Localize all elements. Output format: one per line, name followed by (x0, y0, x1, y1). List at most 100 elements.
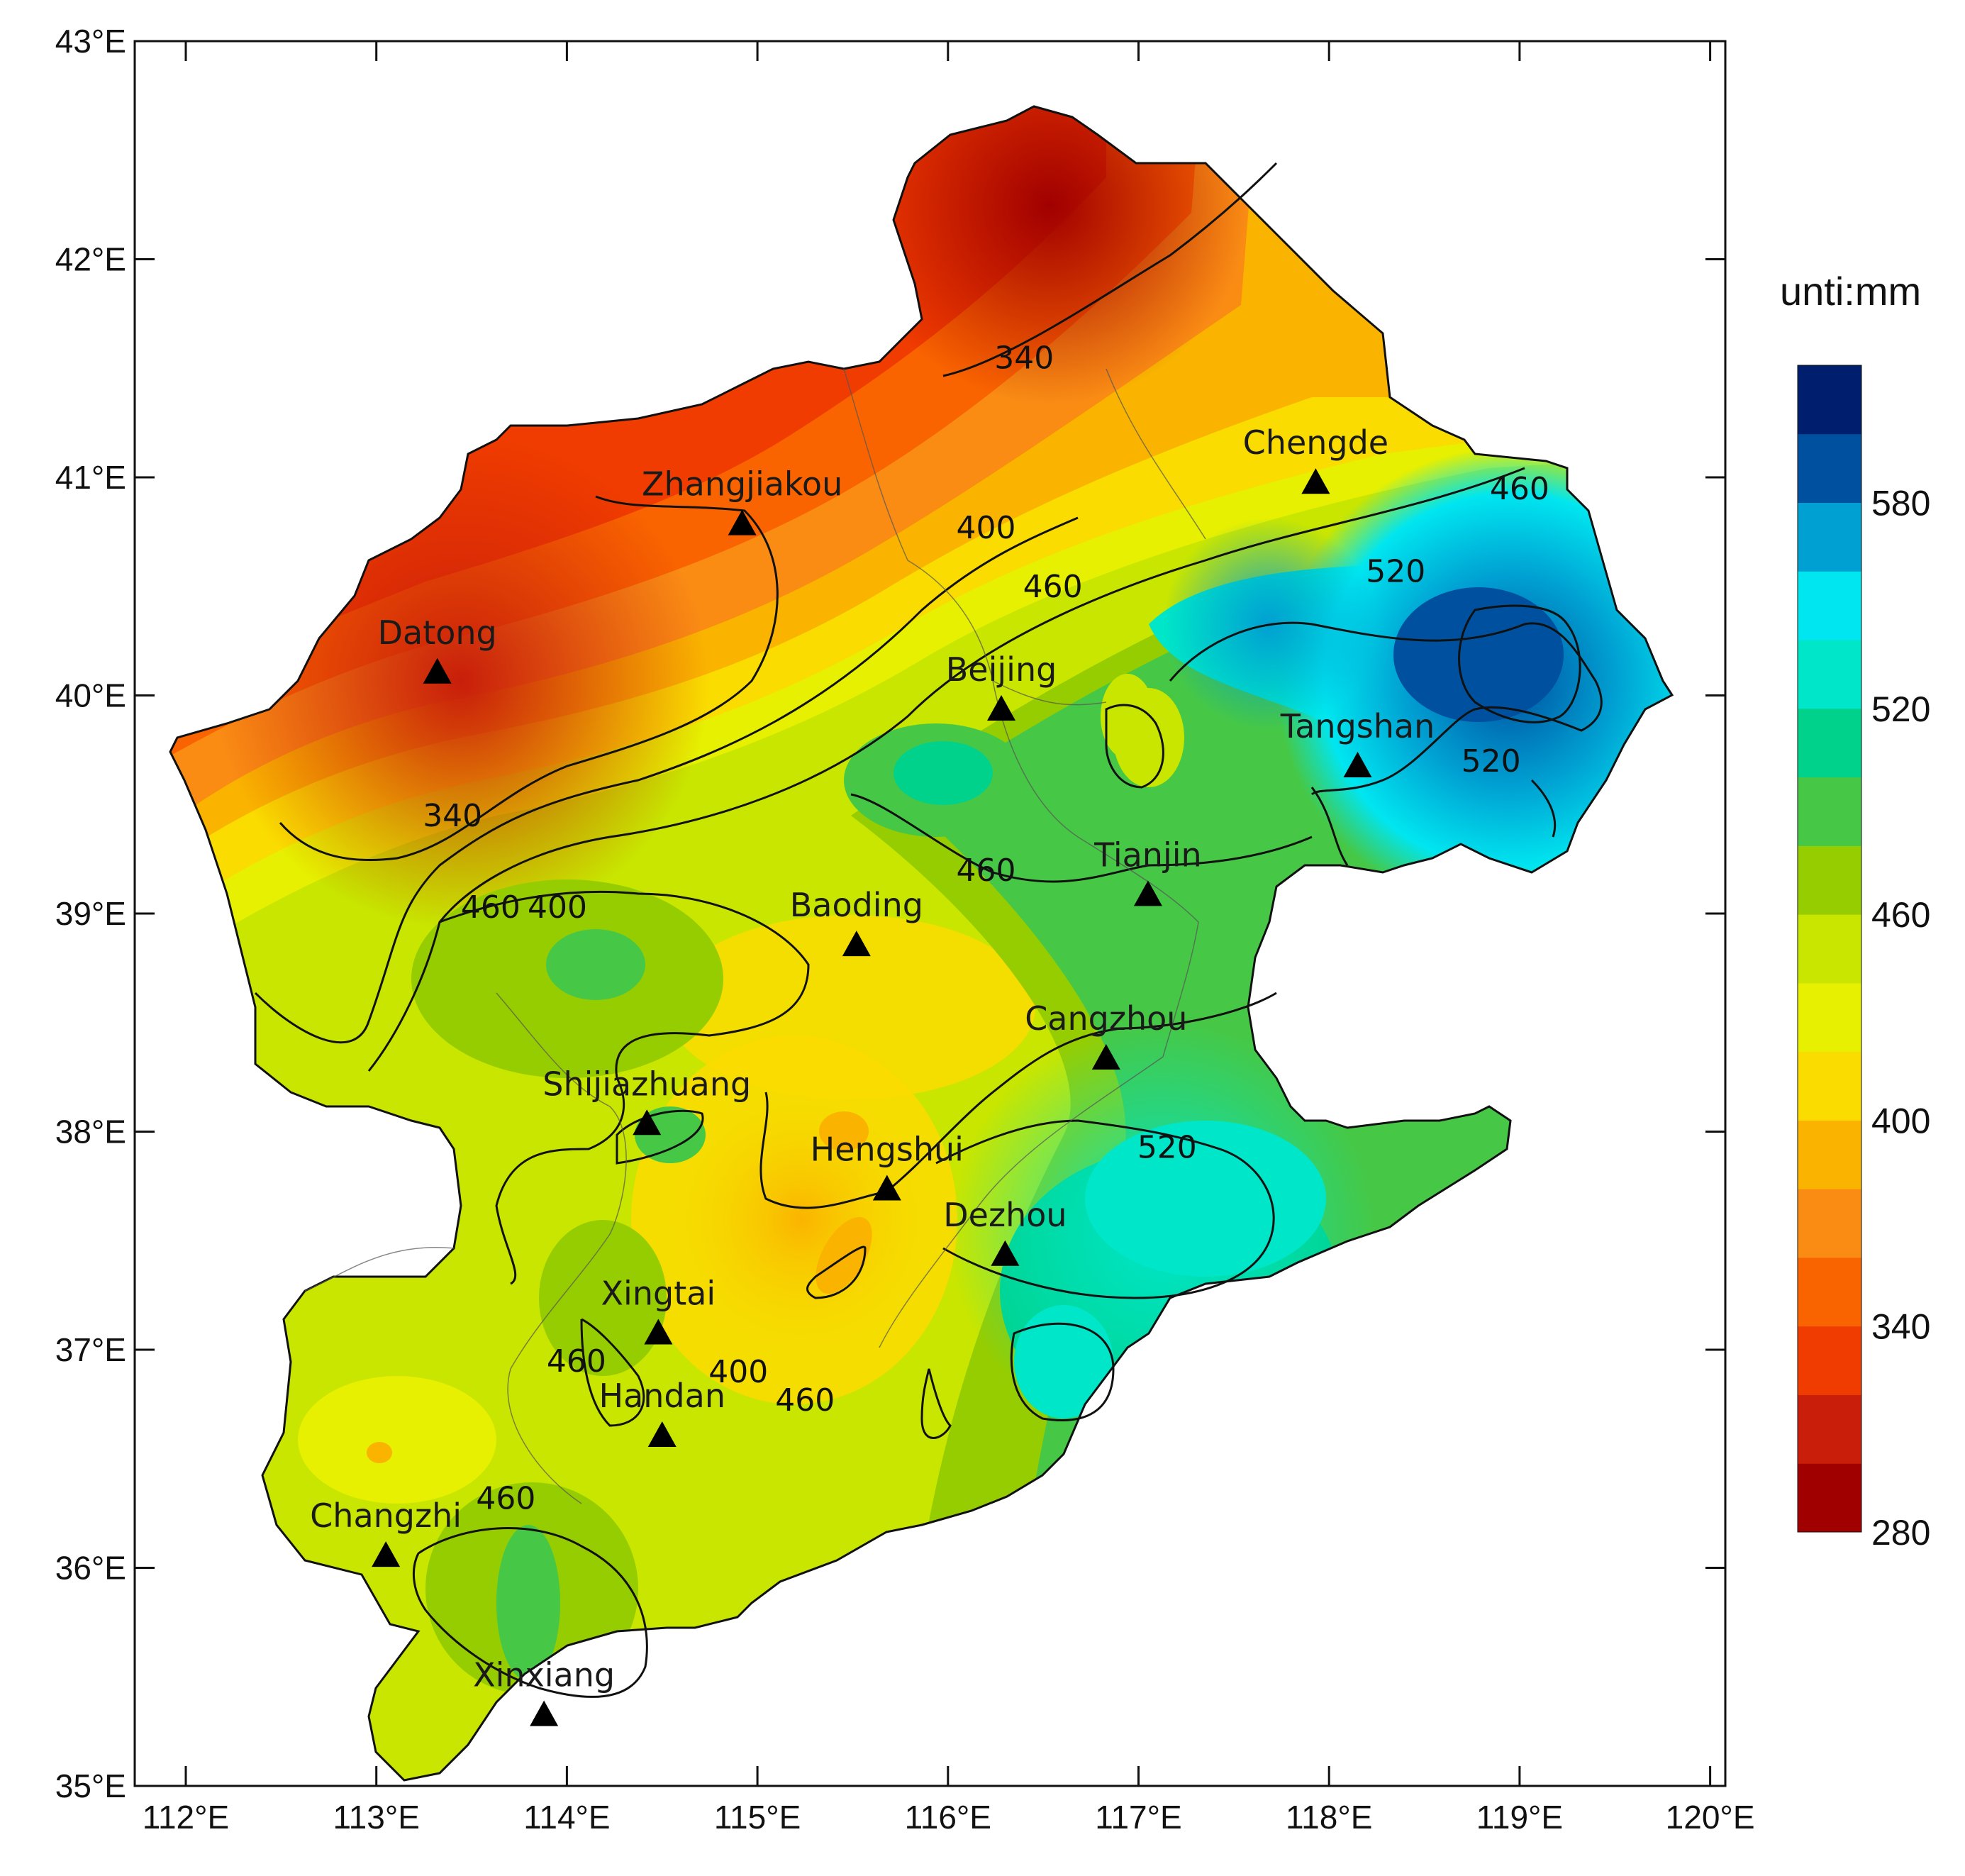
lat-tick-label: 38°E (55, 1114, 126, 1150)
colorbar-swatch (1798, 365, 1861, 435)
colorbar-tick-labels: 280 340 400 460 520 580 (1871, 484, 1930, 1553)
axis-tick-labels: 43°E 42°E 41°E 40°E 39°E 38°E 37°E 36°E 35°E 112°… (55, 23, 1755, 1836)
colorbar-tick-label: 340 (1871, 1307, 1930, 1347)
lon-tick-label: 119°E (1476, 1799, 1563, 1836)
colorbar-swatch (1798, 777, 1861, 846)
city-marker-icon (1301, 468, 1330, 494)
lon-tick-label: 114°E (523, 1799, 610, 1836)
city-marker-icon (1133, 880, 1162, 906)
city-marker-icon (530, 1700, 559, 1726)
contour-lines (254, 162, 1603, 1698)
colorbar-swatch (1798, 1463, 1861, 1533)
city-marker-icon (1343, 751, 1372, 777)
contour-label: 340 (423, 798, 482, 834)
city-marker-icon (987, 695, 1016, 721)
contour-labels: 3403404004004004604604604604604604605205… (423, 340, 1549, 1516)
colorbar-swatch (1798, 708, 1861, 778)
lon-tick-label: 118°E (1286, 1799, 1372, 1836)
contour-label: 400 (528, 889, 587, 926)
unit-label: unti:mm (1780, 269, 1921, 313)
city-marker-icon (1091, 1044, 1120, 1070)
lat-tick-label: 35°E (55, 1767, 126, 1804)
colorbar-swatch (1798, 1051, 1861, 1121)
city-label: Cangzhou (1025, 999, 1187, 1038)
city-marker-icon (633, 1109, 662, 1136)
colorbar-swatch (1798, 1326, 1861, 1395)
city-label: Shijiazhuang (542, 1065, 751, 1103)
city-marker-icon (372, 1541, 401, 1567)
colorbar-tick-label: 580 (1871, 484, 1930, 523)
colorbar-tick-label: 460 (1871, 895, 1930, 935)
lon-tick-label: 112°E (143, 1799, 229, 1836)
city-label: Xingtai (601, 1274, 716, 1312)
contour-label: 520 (1366, 554, 1425, 590)
precipitation-field (170, 106, 1672, 1780)
colorbar-swatch (1798, 502, 1861, 572)
city-label: Handan (599, 1377, 725, 1415)
lat-tick-label: 43°E (55, 23, 126, 60)
city-label: Changzhi (310, 1497, 462, 1535)
lon-tick-label: 120°E (1666, 1799, 1755, 1836)
colorbar-swatch (1798, 1257, 1861, 1327)
city-marker-icon (991, 1240, 1020, 1266)
lon-tick-label: 116°E (905, 1799, 991, 1836)
city-label: Tangshan (1280, 707, 1435, 745)
city-label: Dezhou (943, 1196, 1067, 1234)
city-marker-icon (842, 931, 871, 957)
colorbar: unti:mm 280 340 400 460 520 580 (1780, 269, 1930, 1553)
city-label: Baoding (790, 886, 923, 924)
contour-label: 520 (1462, 743, 1521, 779)
lat-tick-label: 36°E (55, 1550, 126, 1587)
city-label: Hengshui (811, 1131, 964, 1169)
lat-tick-label: 37°E (55, 1331, 126, 1368)
colorbar-swatch (1798, 1189, 1861, 1258)
lat-tick-label: 40°E (55, 677, 126, 714)
city-marker-icon (647, 1421, 677, 1447)
colorbar-swatch (1798, 640, 1861, 709)
city-label: Beijing (946, 650, 1057, 689)
lon-tick-label: 115°E (714, 1799, 801, 1836)
contour-label: 460 (461, 889, 521, 926)
colorbar-swatch (1798, 571, 1861, 640)
colorbar-frame (1797, 365, 1862, 1533)
lat-tick-label: 41°E (55, 459, 126, 496)
colorbar-tick-label: 280 (1871, 1513, 1930, 1553)
contour-label: 460 (1490, 471, 1549, 507)
province-borders (304, 368, 1206, 1504)
city-marker-icon (728, 509, 757, 535)
colorbar-swatch (1798, 1394, 1861, 1464)
axis-ticks (135, 40, 1725, 1787)
city-marker-icon (872, 1175, 901, 1201)
contour-label: 520 (1137, 1129, 1197, 1165)
lon-tick-label: 113°E (333, 1799, 419, 1836)
contour-label: 460 (775, 1382, 835, 1419)
contour-label: 460 (476, 1480, 535, 1516)
city-label: Zhangjiakou (642, 465, 842, 504)
colorbar-swatch (1798, 1120, 1861, 1189)
city-marker-icon (644, 1319, 673, 1345)
colorbar-swatch (1798, 433, 1861, 504)
colorbar-tick-label: 520 (1871, 689, 1930, 729)
region-boundary (169, 105, 1674, 1782)
colorbar-swatch (1798, 845, 1861, 915)
contour-label: 400 (957, 510, 1016, 546)
contour-label: 340 (994, 340, 1054, 376)
contour-label: 460 (547, 1343, 606, 1380)
lat-tick-label: 39°E (55, 895, 126, 932)
city-label: Datong (378, 614, 497, 652)
city-marker-icon (423, 657, 452, 684)
city-markers: Chengde Zhangjiakou Datong Beijing Tangshan T… (310, 423, 1435, 1726)
lon-tick-label: 117°E (1095, 1799, 1181, 1836)
city-label: Xinxiang (473, 1656, 615, 1694)
contour-label: 460 (957, 853, 1016, 889)
city-label: Tianjin (1093, 836, 1202, 874)
colorbar-swatch (1798, 914, 1861, 984)
contour-label: 400 (708, 1354, 768, 1390)
contour-label: 460 (1023, 569, 1083, 605)
colorbar-tick-label: 400 (1871, 1101, 1930, 1140)
city-label: Chengde (1243, 423, 1388, 462)
lat-tick-label: 42°E (55, 241, 126, 278)
colorbar-swatch (1798, 982, 1861, 1053)
colorbar-swatches (1798, 365, 1861, 1533)
